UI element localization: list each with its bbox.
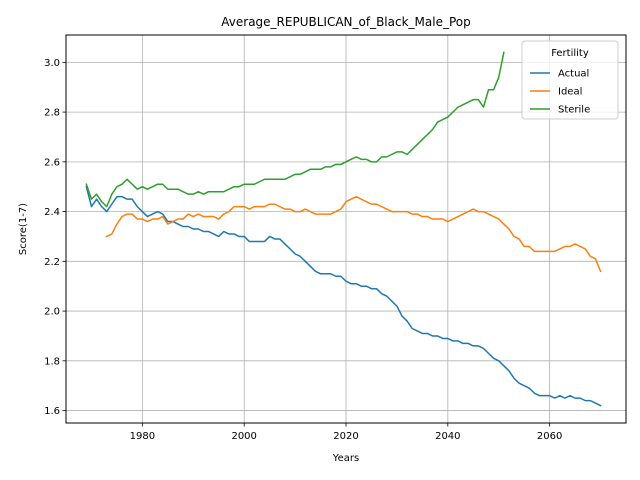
y-tick-label: 1.6 xyxy=(44,406,60,417)
plot-lines xyxy=(85,51,602,407)
y-tick-label: 3.0 xyxy=(44,58,60,69)
legend-title: Fertility xyxy=(551,48,589,59)
x-tick-label: 2040 xyxy=(435,431,460,442)
y-tick-label: 2.6 xyxy=(44,157,60,168)
y-tick-label: 1.8 xyxy=(44,356,60,367)
series-line-ideal xyxy=(105,195,602,273)
y-axis-ticks: 1.6 1.8 2.0 2.2 2.4 2.6 2.8 3.0 xyxy=(44,58,66,417)
y-tick-label: 2.8 xyxy=(44,108,60,119)
x-axis-title: Years xyxy=(332,453,359,464)
y-axis-title: Score(1-7) xyxy=(18,203,29,255)
x-tick-label: 1980 xyxy=(130,431,155,442)
x-axis-ticks: 1980 2000 2020 2040 2060 xyxy=(130,423,562,442)
x-tick-label: 2020 xyxy=(333,431,358,442)
legend-box xyxy=(521,40,619,120)
legend-label-sterile: Sterile xyxy=(558,105,590,116)
legend-label-actual: Actual xyxy=(558,69,589,80)
x-tick-label: 2000 xyxy=(231,431,256,442)
series-line-sterile xyxy=(85,51,505,208)
chart-title: Average_REPUBLICAN_of_Black_Male_Pop xyxy=(221,15,470,29)
legend-entries: Actual Ideal Sterile xyxy=(530,69,590,116)
y-tick-label: 2.4 xyxy=(44,207,60,218)
y-tick-label: 2.0 xyxy=(44,307,60,318)
y-tick-label: 2.2 xyxy=(44,257,60,268)
legend-label-ideal: Ideal xyxy=(558,87,582,98)
x-tick-label: 2060 xyxy=(537,431,562,442)
legend: Fertility Actual Ideal Sterile xyxy=(521,40,619,120)
